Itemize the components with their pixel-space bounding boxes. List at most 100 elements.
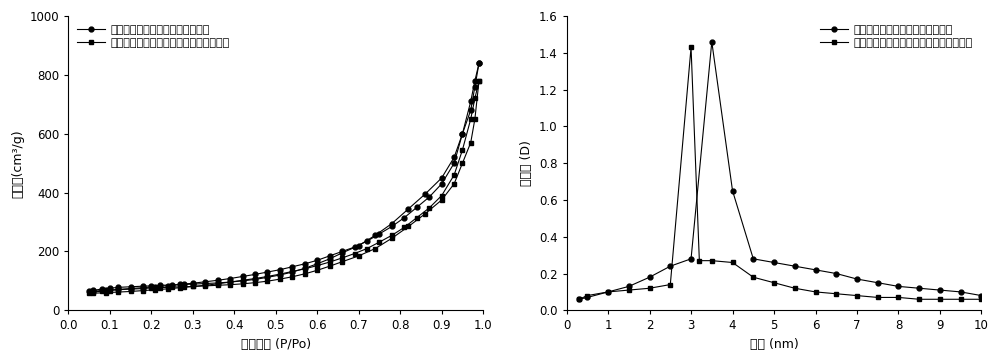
硫醇杂化中空介孔二氧化硫纳米粒 bbox=[199, 281, 211, 286]
硫醇杂化中空介孔二氧化硫纳米粒 bbox=[851, 277, 863, 281]
Line: 硫醇杂化中空介孔二氧化硫纳米粒: 硫醇杂化中空介孔二氧化硫纳米粒 bbox=[577, 39, 984, 302]
硫醇杂化中空介孔二氧化硫纳米粒 bbox=[249, 277, 261, 282]
硫醇杂化中空介孔二氧化硫纳米粒 bbox=[104, 286, 116, 290]
铁掂杂硫醇杂化中空介孔二氧化硫纳米粒 bbox=[249, 281, 261, 285]
铁掂杂硫醇杂化中空介孔二氧化硫纳米粒 bbox=[125, 287, 137, 291]
硫醇杂化中空介孔二氧化硫纳米粒 bbox=[685, 257, 697, 261]
铁掂杂硫醇杂化中空介孔二氧化硫纳米粒 bbox=[112, 287, 124, 292]
硫醇杂化中空介孔二氧化硫纳米粒 bbox=[727, 189, 739, 193]
硫醇杂化中空介孔二氧化硫纳米粒 bbox=[286, 270, 298, 274]
铁掂杂硫醇杂化中空介孔二氧化硫纳米粒 bbox=[402, 224, 414, 229]
铁掂杂硫醇杂化中空介孔二氧化硫纳米粒 bbox=[872, 295, 884, 300]
铁掂杂硫醇杂化中空介孔二氧化硫纳米粒 bbox=[166, 285, 178, 289]
铁掂杂硫醇杂化中空介孔二氧化硫纳米粒 bbox=[83, 290, 95, 295]
铁掂杂硫醇杂化中空介孔二氧化硫纳米粒 bbox=[187, 284, 199, 289]
硫醇杂化中空介孔二氧化硫纳米粒 bbox=[237, 279, 249, 283]
铁掂杂硫醇杂化中空介孔二氧化硫纳米粒 bbox=[955, 297, 967, 302]
硫醇杂化中空介孔二氧化硫纳米粒 bbox=[913, 286, 925, 290]
硫醇杂化中空介孔二氧化硫纳米粒 bbox=[602, 290, 614, 294]
铁掂杂硫醇杂化中空介孔二氧化硫纳米粒 bbox=[224, 282, 236, 287]
铁掂杂硫醇杂化中空介孔二氧化硫纳米粒 bbox=[581, 294, 593, 298]
硫醇杂化中空介孔二氧化硫纳米粒 bbox=[581, 295, 593, 300]
硫醇杂化中空介孔二氧化硫纳米粒 bbox=[112, 285, 124, 290]
硫醇杂化中空介孔二氧化硫纳米粒 bbox=[644, 275, 656, 279]
硫醇杂化中空介孔二氧化硫纳米粒 bbox=[934, 288, 946, 292]
硫醇杂化中空介孔二氧化硫纳米粒 bbox=[465, 108, 477, 113]
铁掂杂硫醇杂化中空介孔二氧化硫纳米粒 bbox=[311, 268, 323, 273]
硫醇杂化中空介孔二氧化硫纳米粒 bbox=[386, 221, 398, 226]
硫醇杂化中空介孔二氧化硫纳米粒 bbox=[311, 262, 323, 266]
硫醇杂化中空介孔二氧化硫纳米粒 bbox=[872, 281, 884, 285]
硫醇杂化中空介孔二氧化硫纳米粒 bbox=[469, 85, 481, 89]
铁掂杂硫醇杂化中空介孔二氧化硫纳米粒 bbox=[975, 297, 987, 302]
铁掂杂硫醇杂化中空介孔二氧化硫纳米粒 bbox=[456, 161, 468, 165]
铁掂杂硫醇杂化中空介孔二氧化硫纳米粒 bbox=[602, 290, 614, 294]
铁掂杂硫醇杂化中空介孔二氧化硫纳米粒 bbox=[851, 294, 863, 298]
硫醇杂化中空介孔二氧化硫纳米粒 bbox=[224, 280, 236, 284]
硫醇杂化中空介孔二氧化硫纳米粒 bbox=[96, 287, 108, 291]
铁掂杂硫醇杂化中空介孔二氧化硫纳米粒 bbox=[137, 286, 149, 291]
铁掂杂硫醇杂化中空介孔二氧化硫纳米粒 bbox=[104, 289, 116, 293]
铁掂杂硫醇杂化中空介孔二氧化硫纳米粒 bbox=[693, 258, 705, 263]
铁掂杂硫醇杂化中空介孔二氧化硫纳米粒 bbox=[336, 260, 348, 264]
铁掂杂硫醇杂化中空介孔二氧化硫纳米粒 bbox=[768, 281, 780, 285]
硫醇杂化中空介孔二氧化硫纳米粒 bbox=[166, 283, 178, 287]
硫醇杂化中空介孔二氧化硫纳米粒 bbox=[892, 284, 904, 289]
硫醇杂化中空介孔二氧化硫纳米粒 bbox=[623, 284, 635, 289]
硫醇杂化中空介孔二氧化硫纳米粒 bbox=[830, 272, 842, 276]
铁掂杂硫醇杂化中空介孔二氧化硫纳米粒 bbox=[369, 247, 381, 251]
Line: 铁掂杂硫醇杂化中空介孔二氧化硫纳米粒: 铁掂杂硫醇杂化中空介孔二氧化硫纳米粒 bbox=[577, 45, 984, 302]
硫醇杂化中空介孔二氧化硫纳米粒 bbox=[402, 207, 414, 211]
铁掂杂硫醇杂化中空介孔二氧化硫纳米粒 bbox=[286, 275, 298, 279]
铁掂杂硫醇杂化中空介孔二氧化硫纳米粒 bbox=[419, 212, 431, 216]
硫醇杂化中空介孔二氧化硫纳米粒 bbox=[261, 275, 273, 279]
铁掂杂硫醇杂化中空介孔二氧化硫纳米粒 bbox=[830, 291, 842, 296]
Legend: 硫醇杂化中空介孔二氧化硫纳米粒, 铁掂杂硫醇杂化中空介孔二氧化硫纳米粒: 硫醇杂化中空介孔二氧化硫纳米粒, 铁掂杂硫醇杂化中空介孔二氧化硫纳米粒 bbox=[74, 22, 233, 52]
硫醇杂化中空介孔二氧化硫纳米粒 bbox=[473, 61, 485, 66]
硫醇杂化中空介孔二氧化硫纳米粒 bbox=[975, 294, 987, 298]
铁掂杂硫醇杂化中空介孔二氧化硫纳米粒 bbox=[299, 272, 311, 276]
硫醇杂化中空介孔二氧化硫纳米粒 bbox=[747, 257, 759, 261]
X-axis label: 相对压力 (P/Po): 相对压力 (P/Po) bbox=[241, 338, 311, 351]
铁掂杂硫醇杂化中空介孔二氧化硫纳米粒 bbox=[353, 254, 365, 258]
硫醇杂化中空介孔二氧化硫纳米粒 bbox=[419, 192, 431, 196]
铁掂杂硫醇杂化中空介孔二氧化硫纳米粒 bbox=[448, 182, 460, 186]
硫醇杂化中空介孔二氧化硫纳米粒 bbox=[145, 284, 157, 288]
铁掂杂硫醇杂化中空介孔二氧化硫纳米粒 bbox=[727, 260, 739, 265]
铁掂杂硫醇杂化中空介孔二氧化硫纳米粒 bbox=[96, 289, 108, 293]
铁掂杂硫醇杂化中空介孔二氧化硫纳米粒 bbox=[199, 284, 211, 288]
铁掂杂硫醇杂化中空介孔二氧化硫纳米粒 bbox=[87, 290, 99, 294]
铁掂杂硫醇杂化中空介孔二氧化硫纳米粒 bbox=[706, 258, 718, 263]
硫醇杂化中空介孔二氧化硫纳米粒 bbox=[573, 297, 585, 302]
硫醇杂化中空介孔二氧化硫纳米粒 bbox=[324, 257, 336, 261]
铁掂杂硫醇杂化中空介孔二氧化硫纳米粒 bbox=[644, 286, 656, 290]
硫醇杂化中空介孔二氧化硫纳米粒 bbox=[83, 289, 95, 293]
铁掂杂硫醇杂化中空介孔二氧化硫纳米粒 bbox=[386, 236, 398, 240]
硫醇杂化中空介孔二氧化硫纳米粒 bbox=[125, 285, 137, 289]
铁掂杂硫醇杂化中空介孔二氧化硫纳米粒 bbox=[145, 286, 157, 290]
硫醇杂化中空介孔二氧化硫纳米粒 bbox=[187, 282, 199, 286]
铁掂杂硫醇杂化中空介孔二氧化硫纳米粒 bbox=[436, 198, 448, 202]
铁掂杂硫醇杂化中空介孔二氧化硫纳米粒 bbox=[664, 282, 676, 287]
硫醇杂化中空介孔二氧化硫纳米粒 bbox=[436, 176, 448, 180]
铁掂杂硫醇杂化中空介孔二氧化硫纳米粒 bbox=[261, 279, 273, 283]
硫醇杂化中空介孔二氧化硫纳米粒 bbox=[448, 155, 460, 160]
硫醇杂化中空介孔二氧化硫纳米粒 bbox=[664, 264, 676, 268]
硫醇杂化中空介孔二氧化硫纳米粒 bbox=[789, 264, 801, 268]
铁掂杂硫醇杂化中空介孔二氧化硫纳米粒 bbox=[934, 297, 946, 302]
硫醇杂化中空介孔二氧化硫纳米粒 bbox=[456, 132, 468, 136]
铁掂杂硫醇杂化中空介孔二氧化硫纳米粒 bbox=[789, 286, 801, 290]
Line: 硫醇杂化中空介孔二氧化硫纳米粒: 硫醇杂化中空介孔二氧化硫纳米粒 bbox=[87, 61, 481, 294]
硫醇杂化中空介孔二氧化硫纳米粒 bbox=[299, 266, 311, 270]
硫醇杂化中空介孔二氧化硫纳米粒 bbox=[178, 282, 190, 287]
硫醇杂化中空介孔二氧化硫纳米粒 bbox=[274, 273, 286, 277]
铁掂杂硫醇杂化中空介孔二氧化硫纳米粒 bbox=[473, 79, 485, 83]
铁掂杂硫醇杂化中空介孔二氧化硫纳米粒 bbox=[685, 45, 697, 50]
硫醇杂化中空介孔二氧化硫纳米粒 bbox=[212, 281, 224, 285]
硫醇杂化中空介孔二氧化硫纳米粒 bbox=[810, 268, 822, 272]
铁掂杂硫醇杂化中空介孔二氧化硫纳米粒 bbox=[154, 286, 166, 290]
X-axis label: 孔径 (nm): 孔径 (nm) bbox=[750, 338, 798, 351]
铁掂杂硫醇杂化中空介孔二氧化硫纳米粒 bbox=[274, 277, 286, 281]
硫醇杂化中空介孔二氧化硫纳米粒 bbox=[154, 283, 166, 287]
铁掂杂硫醇杂化中空介孔二氧化硫纳米粒 bbox=[469, 117, 481, 121]
